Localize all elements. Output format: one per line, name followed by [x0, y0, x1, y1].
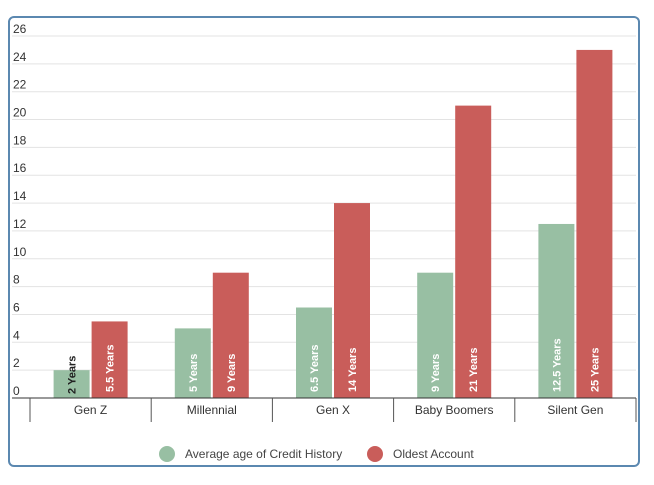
bar-data-label: 6.5 Years	[309, 344, 321, 392]
bar-data-label: 21 Years	[468, 348, 480, 392]
y-tick-label: 10	[13, 245, 27, 259]
bar-data-label: 9 Years	[226, 354, 238, 392]
bar-avg-credit-history	[538, 223, 575, 398]
legend-marker	[367, 446, 383, 462]
bar-data-label: 25 Years	[589, 348, 601, 392]
x-tick-label: Silent Gen	[547, 403, 603, 417]
y-tick-label: 4	[13, 328, 20, 342]
legend-marker	[159, 446, 175, 462]
x-tick-label: Millennial	[187, 403, 237, 417]
bar-oldest-account	[212, 272, 249, 398]
y-tick-label: 0	[13, 384, 20, 398]
y-tick-label: 24	[13, 50, 27, 64]
bar-data-label: 5 Years	[188, 354, 200, 392]
bar-data-label: 14 Years	[347, 348, 359, 392]
bar-avg-credit-history	[174, 328, 211, 398]
bar-data-label: 12.5 Years	[551, 338, 563, 392]
x-tick-label: Gen X	[316, 403, 350, 417]
bar-avg-credit-history	[296, 307, 332, 398]
y-tick-label: 22	[13, 78, 27, 92]
bar-avg-credit-history	[53, 370, 90, 398]
y-tick-label: 2	[13, 356, 20, 370]
y-tick-label: 14	[13, 189, 27, 203]
legend-label: Average age of Credit History	[185, 447, 342, 461]
x-tick-label: Baby Boomers	[415, 403, 494, 417]
legend-label: Oldest Account	[393, 447, 474, 461]
bar-oldest-account	[91, 321, 128, 398]
bar-oldest-account	[334, 203, 370, 398]
x-tick-label: Gen Z	[74, 403, 107, 417]
legend: Average age of Credit History Oldest Acco…	[159, 446, 474, 462]
y-tick-label: 6	[13, 300, 20, 314]
bars: 2 Years 5 Years 6.5 Years 9 Years 12.5 Years…	[53, 49, 613, 399]
bar-data-label: 2 Years	[67, 356, 79, 394]
bar-oldest-account	[455, 105, 492, 398]
bar-data-label: 9 Years	[430, 354, 442, 392]
y-tick-label: 16	[13, 161, 27, 175]
y-tick-label: 18	[13, 133, 27, 147]
y-tick-label: 12	[13, 217, 27, 231]
y-tick-label: 8	[13, 273, 20, 287]
bar-oldest-account	[576, 49, 613, 399]
bar-data-label: 5.5 Years	[105, 344, 117, 392]
y-tick-label: 26	[13, 22, 27, 36]
y-tick-label: 20	[13, 106, 27, 120]
bar-avg-credit-history	[417, 272, 454, 398]
x-axis: Gen Z Millennial Gen X Baby Boomers Silent G…	[12, 397, 637, 422]
